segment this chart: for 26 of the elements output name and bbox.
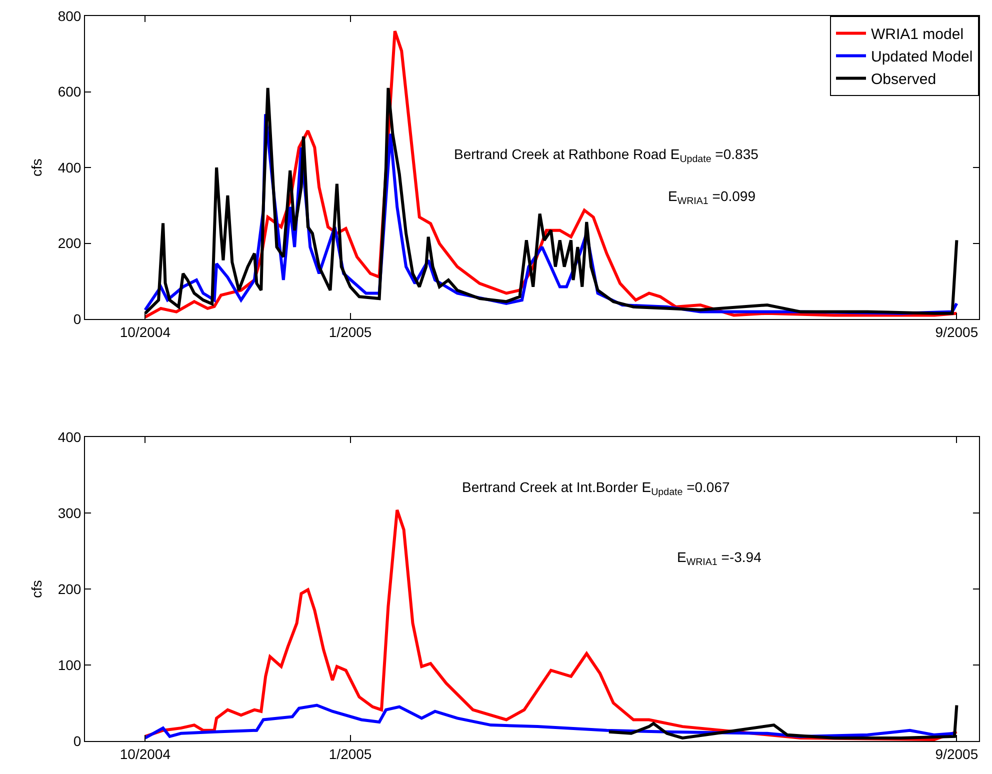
annotation: Bertrand Creek at Rathbone Road E$_{Update}$ =0.835 <box>454 146 759 165</box>
y-tick-label: 800 <box>58 8 82 24</box>
legend-label: Updated Model <box>871 48 973 66</box>
y-tick-label: 300 <box>58 504 82 521</box>
legend-label: WRIA1 model <box>871 26 964 44</box>
x-tick-label: 9/2005 <box>935 746 978 762</box>
x-tick-label: 10/2004 <box>120 324 171 340</box>
annotation: E$_{WRIA1}$ =-3.94 <box>677 549 762 568</box>
y-tick-label: 200 <box>58 580 82 597</box>
y-axis-title: cfs <box>28 580 44 598</box>
y-tick-label: 0 <box>73 732 82 749</box>
y-tick-label: 400 <box>58 428 82 445</box>
y-tick-label: 0 <box>73 310 82 327</box>
x-tick-label: 1/2005 <box>328 324 372 340</box>
x-tick-label: 10/2004 <box>120 746 171 762</box>
annotation: Bertrand Creek at Int.Border E$_{Update}$ =0.067 <box>462 479 730 498</box>
annotation: E$_{WRIA1}$ =0.099 <box>668 188 756 207</box>
y-axis-title: cfs <box>28 158 44 176</box>
y-tick-label: 100 <box>58 656 82 673</box>
legend-label: Observed <box>871 71 936 88</box>
x-tick-label: 9/2005 <box>935 324 978 340</box>
y-tick-label: 400 <box>58 159 82 176</box>
y-tick-label: 200 <box>58 235 82 252</box>
y-tick-label: 600 <box>58 84 82 100</box>
line-series <box>144 704 956 740</box>
x-tick-label: 1/2005 <box>328 746 372 762</box>
